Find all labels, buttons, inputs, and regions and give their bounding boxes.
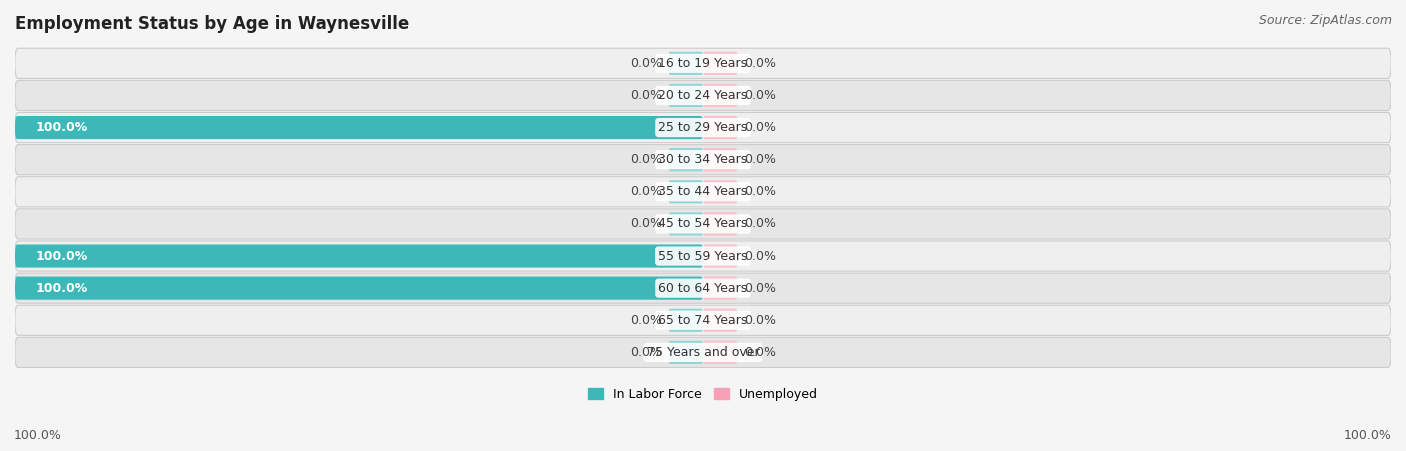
FancyBboxPatch shape <box>15 276 703 300</box>
Legend: In Labor Force, Unemployed: In Labor Force, Unemployed <box>583 383 823 406</box>
Text: 0.0%: 0.0% <box>744 346 776 359</box>
Text: 0.0%: 0.0% <box>744 121 776 134</box>
FancyBboxPatch shape <box>15 273 1391 303</box>
FancyBboxPatch shape <box>15 244 703 267</box>
Text: 0.0%: 0.0% <box>630 57 662 70</box>
Text: Source: ZipAtlas.com: Source: ZipAtlas.com <box>1258 14 1392 27</box>
FancyBboxPatch shape <box>15 145 1391 175</box>
Text: 75 Years and over: 75 Years and over <box>647 346 759 359</box>
FancyBboxPatch shape <box>669 308 703 332</box>
FancyBboxPatch shape <box>15 305 1391 336</box>
FancyBboxPatch shape <box>669 52 703 75</box>
Text: 0.0%: 0.0% <box>744 57 776 70</box>
Text: Employment Status by Age in Waynesville: Employment Status by Age in Waynesville <box>15 15 409 33</box>
FancyBboxPatch shape <box>15 177 1391 207</box>
Text: 100.0%: 100.0% <box>35 121 89 134</box>
Text: 0.0%: 0.0% <box>744 217 776 230</box>
FancyBboxPatch shape <box>15 112 1391 143</box>
FancyBboxPatch shape <box>669 212 703 235</box>
Text: 35 to 44 Years: 35 to 44 Years <box>658 185 748 198</box>
Text: 0.0%: 0.0% <box>744 89 776 102</box>
FancyBboxPatch shape <box>703 244 737 267</box>
FancyBboxPatch shape <box>15 80 1391 110</box>
Text: 65 to 74 Years: 65 to 74 Years <box>658 314 748 327</box>
Text: 0.0%: 0.0% <box>744 281 776 295</box>
Text: 0.0%: 0.0% <box>744 153 776 166</box>
FancyBboxPatch shape <box>15 116 703 139</box>
Text: 16 to 19 Years: 16 to 19 Years <box>658 57 748 70</box>
Text: 100.0%: 100.0% <box>35 281 89 295</box>
FancyBboxPatch shape <box>15 337 1391 368</box>
Text: 0.0%: 0.0% <box>744 185 776 198</box>
Text: 45 to 54 Years: 45 to 54 Years <box>658 217 748 230</box>
Text: 0.0%: 0.0% <box>744 249 776 262</box>
FancyBboxPatch shape <box>15 48 1391 78</box>
FancyBboxPatch shape <box>703 308 737 332</box>
Text: 0.0%: 0.0% <box>630 217 662 230</box>
FancyBboxPatch shape <box>703 341 737 364</box>
FancyBboxPatch shape <box>703 276 737 300</box>
Text: 100.0%: 100.0% <box>35 249 89 262</box>
Text: 55 to 59 Years: 55 to 59 Years <box>658 249 748 262</box>
FancyBboxPatch shape <box>669 148 703 171</box>
Text: 0.0%: 0.0% <box>630 346 662 359</box>
FancyBboxPatch shape <box>703 116 737 139</box>
Text: 0.0%: 0.0% <box>630 89 662 102</box>
Text: 0.0%: 0.0% <box>744 314 776 327</box>
FancyBboxPatch shape <box>703 180 737 203</box>
Text: 30 to 34 Years: 30 to 34 Years <box>658 153 748 166</box>
Text: 20 to 24 Years: 20 to 24 Years <box>658 89 748 102</box>
FancyBboxPatch shape <box>703 212 737 235</box>
FancyBboxPatch shape <box>703 52 737 75</box>
Text: 100.0%: 100.0% <box>1344 429 1392 442</box>
Text: 100.0%: 100.0% <box>14 429 62 442</box>
FancyBboxPatch shape <box>15 209 1391 239</box>
FancyBboxPatch shape <box>669 341 703 364</box>
FancyBboxPatch shape <box>703 84 737 107</box>
Text: 25 to 29 Years: 25 to 29 Years <box>658 121 748 134</box>
Text: 0.0%: 0.0% <box>630 314 662 327</box>
Text: 60 to 64 Years: 60 to 64 Years <box>658 281 748 295</box>
Text: 0.0%: 0.0% <box>630 185 662 198</box>
Text: 0.0%: 0.0% <box>630 153 662 166</box>
FancyBboxPatch shape <box>703 148 737 171</box>
FancyBboxPatch shape <box>669 180 703 203</box>
FancyBboxPatch shape <box>669 84 703 107</box>
FancyBboxPatch shape <box>15 241 1391 271</box>
